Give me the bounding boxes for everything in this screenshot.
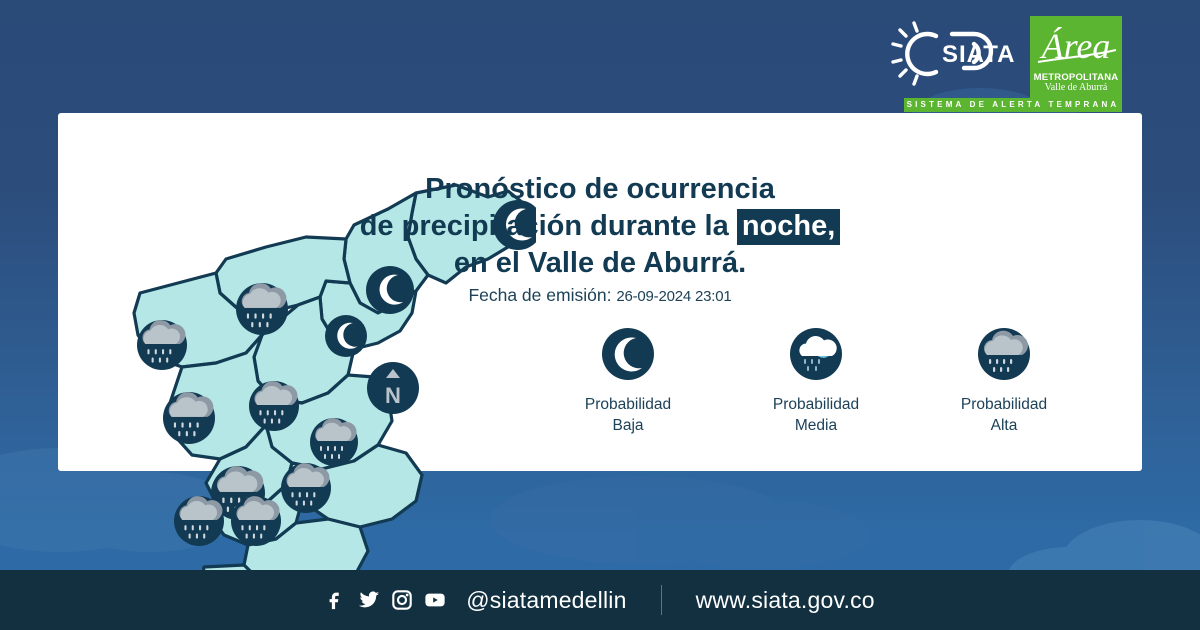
social-links xyxy=(325,589,446,611)
brand-logo-area: SIATA Área METROPOLITANA Valle de Aburrá… xyxy=(890,16,1122,112)
title-line3: en el Valle de Aburrá. xyxy=(453,246,747,279)
area-line2: Valle de Aburrá xyxy=(1044,81,1108,93)
legend-label-baja: Probabilidad Baja xyxy=(584,396,672,434)
tagline-bar: SISTEMA DE ALERTA TEMPRANA xyxy=(904,98,1122,112)
marker-cloud-rain xyxy=(174,496,224,546)
legend-item-baja: Probabilidad Baja xyxy=(548,328,708,437)
marker-cloud-rain xyxy=(137,320,187,370)
issue-date-value: 26-09-2024 23:01 xyxy=(616,288,732,305)
website-url[interactable]: www.siata.gov.co xyxy=(695,586,875,613)
youtube-icon[interactable] xyxy=(424,589,446,611)
cloud-moon-rain-icon xyxy=(790,328,842,380)
marker-cloud-rain xyxy=(249,381,299,431)
legend-label-media: Probabilidad Media xyxy=(772,396,860,434)
marker-moon xyxy=(366,266,414,314)
marker-cloud-rain xyxy=(310,418,358,466)
footer-bar: @siatamedellin www.siata.gov.co xyxy=(0,570,1200,630)
area-badge-subtitle: METROPOLITANA Valle de Aburrá xyxy=(1030,73,1122,93)
instagram-icon[interactable] xyxy=(391,589,413,611)
title-line2-pre: de precipitación durante la xyxy=(359,209,737,242)
siata-logo: SIATA xyxy=(891,21,1015,86)
north-arrow-icon: N xyxy=(367,362,419,414)
probability-legend: Probabilidad Baja Probabilidad Media xyxy=(548,328,1084,437)
area-line1: METROPOLITANA xyxy=(1033,72,1119,84)
legend-label-alta: Probabilidad Alta xyxy=(960,396,1048,434)
marker-cloud-rain xyxy=(236,283,288,335)
facebook-icon[interactable] xyxy=(325,589,347,611)
issue-date: Fecha de emisión: 26-09-2024 23:01 xyxy=(116,285,1084,306)
area-metropolitana-badge: Área METROPOLITANA Valle de Aburrá xyxy=(1030,16,1122,98)
marker-moon xyxy=(493,200,536,250)
area-script-logo: Área xyxy=(1037,26,1117,66)
legend-item-media: Probabilidad Media xyxy=(736,328,896,437)
svg-text:SIATA: SIATA xyxy=(942,41,1015,68)
marker-cloud-rain xyxy=(231,496,281,546)
marker-cloud-rain xyxy=(281,463,331,513)
issue-date-label: Fecha de emisión: xyxy=(468,285,612,305)
title-highlight: noche, xyxy=(736,208,841,245)
content-card: N Pronóstico de ocurrencia de precipitac… xyxy=(58,113,1142,630)
valle-de-aburra-map: N xyxy=(132,183,536,630)
footer-divider xyxy=(660,585,662,615)
marker-cloud-rain xyxy=(163,392,215,444)
twitter-icon[interactable] xyxy=(358,589,380,611)
marker-moon xyxy=(325,315,367,357)
title-line1: Pronóstico de ocurrencia xyxy=(425,173,775,205)
moon-icon xyxy=(602,328,654,380)
map-markers: N xyxy=(137,200,536,629)
page-title: Pronóstico de ocurrencia de precipitació… xyxy=(116,171,1084,281)
svg-text:N: N xyxy=(385,383,401,408)
cloud-rain-icon xyxy=(978,328,1030,380)
social-handle[interactable]: @siatamedellin xyxy=(466,586,627,613)
legend-item-alta: Probabilidad Alta xyxy=(924,328,1084,437)
